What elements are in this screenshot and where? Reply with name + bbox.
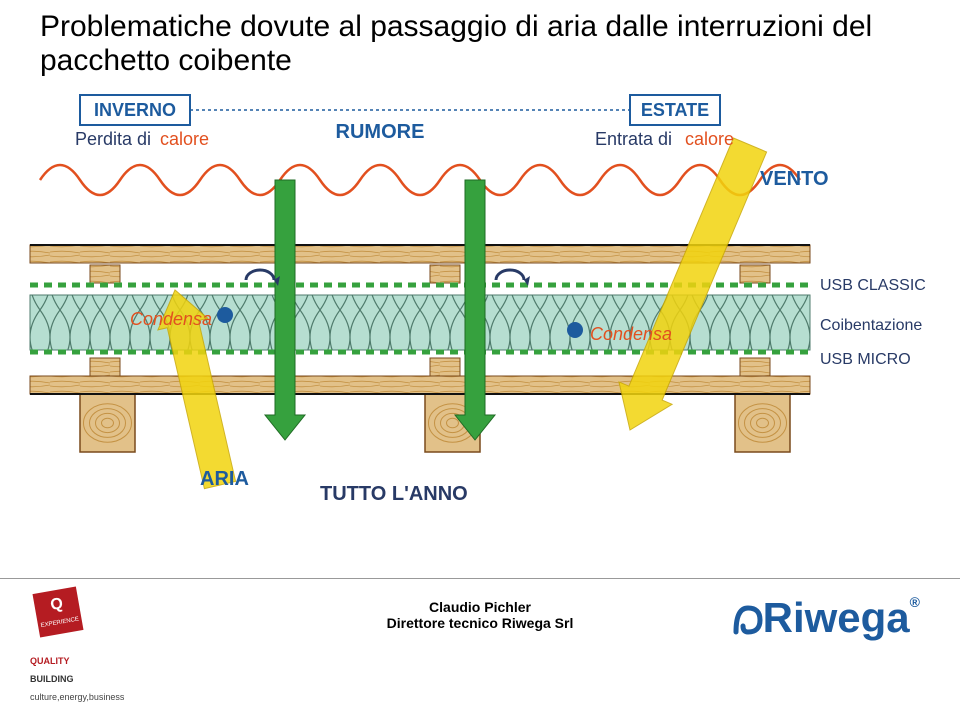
- footer-line1: Claudio Pichler: [429, 599, 531, 615]
- svg-text:calore: calore: [685, 129, 734, 149]
- page-title: Problematiche dovute al passaggio di ari…: [40, 10, 920, 78]
- svg-text:Condensa: Condensa: [130, 309, 212, 329]
- svg-text:Entrata di: Entrata di: [595, 129, 672, 149]
- footer: Q EXPERIENCE QUALITY BUILDING culture,en…: [0, 578, 960, 673]
- svg-text:Perdita di: Perdita di: [75, 129, 151, 149]
- svg-text:ESTATE: ESTATE: [641, 100, 709, 120]
- qb-sub: BUILDING: [30, 674, 74, 684]
- svg-text:RUMORE: RUMORE: [336, 121, 425, 143]
- svg-text:INVERNO: INVERNO: [94, 100, 176, 120]
- svg-text:calore: calore: [160, 129, 209, 149]
- svg-text:ARIA: ARIA: [200, 468, 249, 490]
- svg-text:Condensa: Condensa: [590, 324, 672, 344]
- svg-text:USB MICRO: USB MICRO: [820, 351, 911, 368]
- svg-text:Coibentazione: Coibentazione: [820, 317, 922, 334]
- riwega-logo: Riwega®: [733, 594, 920, 642]
- svg-text:VENTO: VENTO: [760, 168, 829, 190]
- footer-line2: Direttore tecnico Riwega Srl: [387, 615, 574, 631]
- qb-tag: culture,energy,business: [30, 692, 124, 702]
- svg-text:TUTTO L'ANNO: TUTTO L'ANNO: [320, 483, 468, 505]
- qb-main: QUALITY: [30, 656, 70, 666]
- svg-text:USB CLASSIC: USB CLASSIC: [820, 277, 926, 294]
- diagram: INVERNO ESTATE Perdita di calore Entrata di…: [20, 90, 940, 510]
